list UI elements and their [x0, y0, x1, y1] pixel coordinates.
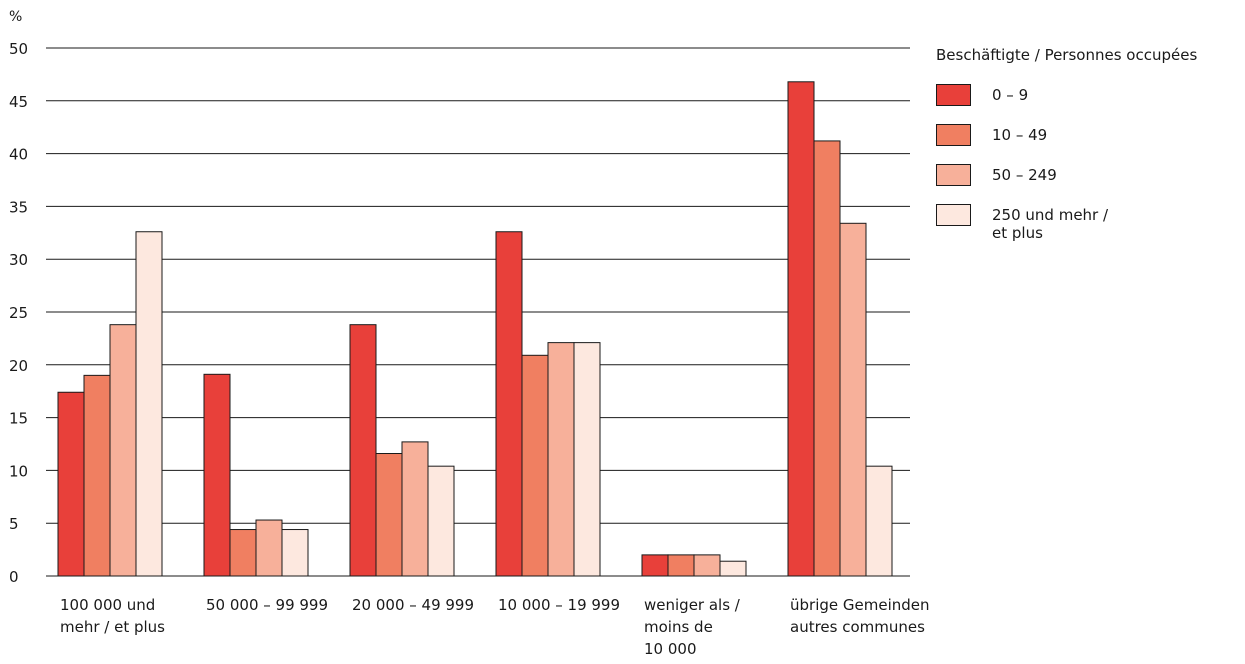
bar — [693, 554, 721, 577]
bars — [57, 81, 893, 577]
y-tick-label: 20 — [9, 357, 28, 375]
x-axis-labels: 100 000 und mehr / et plus 50 000 – 99 999… — [60, 596, 930, 658]
y-tick-label: 10 — [9, 462, 28, 480]
legend-items: 0 – 9 10 – 49 50 – 249 250 und mehr / et plu… — [936, 84, 1236, 242]
legend-title: Beschäftigte / Personnes occupées — [936, 46, 1198, 64]
bar — [109, 324, 137, 577]
legend-label: 0 – 9 — [992, 86, 1029, 104]
bar — [495, 231, 523, 577]
bar — [573, 342, 601, 577]
bar — [787, 81, 815, 577]
y-tick-label: 50 — [9, 40, 28, 58]
gridlines — [46, 47, 910, 577]
y-tick-label: 15 — [9, 410, 28, 428]
bar — [255, 519, 283, 577]
legend-item: 0 – 9 — [936, 84, 1236, 106]
bar — [57, 391, 85, 577]
legend-swatch — [936, 204, 971, 226]
legend-item: 250 und mehr / et plus — [936, 204, 1236, 242]
legend-item: 50 – 249 — [936, 164, 1236, 186]
y-axis-ticks: 0 5 10 15 20 25 30 35 40 45 50 — [9, 40, 28, 586]
bar — [667, 554, 695, 577]
y-unit-label: % — [9, 9, 22, 25]
bar — [719, 560, 747, 577]
bar — [839, 222, 867, 577]
bar — [865, 465, 893, 577]
y-tick-label: 35 — [9, 198, 28, 216]
legend-swatch — [936, 124, 971, 146]
y-tick-label: 5 — [9, 515, 19, 533]
x-category-label: weniger als / moins de 10 000 — [644, 596, 741, 658]
bar — [401, 441, 429, 577]
x-category-label: 20 000 – 49 999 — [352, 596, 474, 614]
bar — [375, 453, 403, 577]
y-tick-label: 40 — [9, 146, 28, 164]
x-category-label: 100 000 und mehr / et plus — [60, 596, 165, 636]
bar — [641, 554, 669, 577]
y-tick-label: 30 — [9, 251, 28, 269]
bar — [229, 529, 257, 577]
x-category-label: 10 000 – 19 999 — [498, 596, 620, 614]
y-tick-label: 25 — [9, 304, 28, 322]
legend-label: 10 – 49 — [992, 126, 1048, 144]
legend-label: 250 und mehr / et plus — [992, 206, 1109, 242]
bar — [427, 465, 455, 577]
bar — [203, 373, 231, 577]
bar — [349, 324, 377, 577]
y-tick-label: 45 — [9, 93, 28, 111]
bar — [281, 529, 309, 577]
bar — [521, 354, 549, 577]
legend-label: 50 – 249 — [992, 166, 1057, 184]
bar — [135, 231, 163, 577]
legend-item: 10 – 49 — [936, 124, 1236, 146]
y-tick-label: 0 — [9, 568, 19, 586]
x-category-label: übrige Gemeinden autres communes — [790, 596, 930, 636]
legend: Beschäftigte / Personnes occupées 0 – 9 1… — [936, 46, 1236, 260]
bar — [547, 342, 575, 577]
legend-swatch — [936, 84, 971, 106]
legend-swatch — [936, 164, 971, 186]
bar — [813, 140, 841, 577]
x-category-label: 50 000 – 99 999 — [206, 596, 328, 614]
bar — [83, 374, 111, 577]
